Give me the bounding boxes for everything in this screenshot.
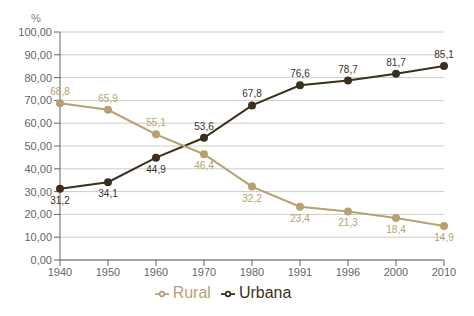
svg-text:1950: 1950 [96,266,120,278]
svg-text:100,00: 100,00 [18,26,52,38]
svg-text:55,1: 55,1 [146,117,166,128]
svg-text:23,4: 23,4 [290,213,310,224]
svg-text:0,00: 0,00 [31,254,52,266]
svg-text:14,9: 14,9 [434,232,454,243]
svg-text:10,00: 10,00 [24,231,52,243]
svg-text:44,9: 44,9 [146,164,166,175]
svg-text:2010: 2010 [432,266,456,278]
svg-text:2000: 2000 [384,266,408,278]
svg-text:1991: 1991 [288,266,312,278]
svg-text:50,00: 50,00 [24,140,52,152]
svg-text:1960: 1960 [144,266,168,278]
svg-text:40,00: 40,00 [24,163,52,175]
svg-text:46,4: 46,4 [194,160,214,171]
html-text:Rural: Rural [172,284,211,301]
svg-text:18,4: 18,4 [386,224,406,235]
svg-text:%: % [31,12,41,24]
svg-text:76,6: 76,6 [290,68,310,79]
svg-text:70,00: 70,00 [24,94,52,106]
svg-text:30,00: 30,00 [24,186,52,198]
svg-text:1940: 1940 [48,266,72,278]
svg-text:78,7: 78,7 [338,64,358,75]
svg-text:34,1: 34,1 [98,188,118,199]
svg-text:65,9: 65,9 [98,93,118,104]
svg-text:31,2: 31,2 [50,195,70,206]
svg-text:53,6: 53,6 [194,121,214,132]
html-text:Urbana: Urbana [238,284,292,301]
svg-text:1980: 1980 [240,266,264,278]
svg-text:68,8: 68,8 [50,86,70,97]
svg-text:1970: 1970 [192,266,216,278]
svg-text:1996: 1996 [336,266,360,278]
svg-text:32,2: 32,2 [242,193,262,204]
svg-text:81,7: 81,7 [386,57,406,68]
svg-text:90,00: 90,00 [24,49,52,61]
svg-text:80,00: 80,00 [24,72,52,84]
svg-text:85,1: 85,1 [434,49,454,60]
svg-text:21,3: 21,3 [338,217,358,228]
svg-text:60,00: 60,00 [24,117,52,129]
svg-text:67,8: 67,8 [242,88,262,99]
svg-text:20,00: 20,00 [24,208,52,220]
